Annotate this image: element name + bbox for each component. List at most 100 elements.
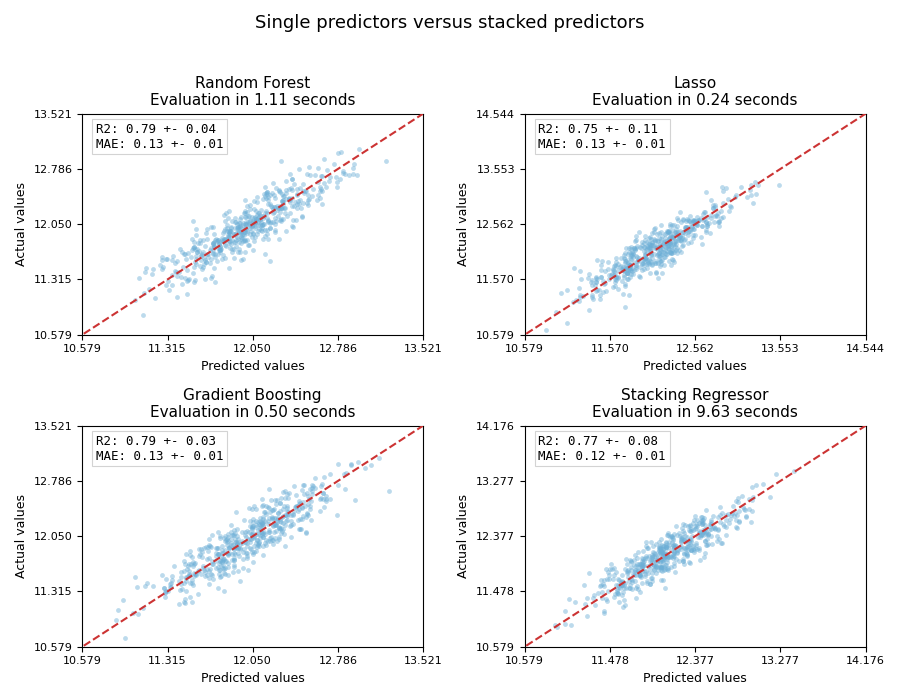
Point — [253, 529, 267, 540]
Point — [216, 235, 230, 246]
Point — [656, 575, 670, 586]
Point — [608, 260, 622, 271]
Point — [138, 580, 152, 592]
Point — [183, 570, 197, 581]
Point — [681, 216, 696, 227]
Point — [688, 524, 702, 535]
Point — [658, 550, 672, 561]
Point — [688, 521, 702, 532]
Point — [722, 205, 736, 216]
Point — [239, 540, 254, 552]
Point — [713, 517, 727, 528]
Point — [250, 220, 265, 231]
Point — [266, 178, 281, 189]
Point — [690, 215, 705, 226]
Point — [284, 173, 299, 184]
Point — [266, 189, 281, 200]
Point — [221, 227, 236, 238]
Point — [233, 217, 248, 228]
Point — [667, 239, 681, 250]
Point — [233, 222, 248, 233]
Point — [653, 544, 668, 555]
Point — [657, 564, 671, 575]
Point — [247, 532, 261, 543]
Point — [686, 540, 700, 552]
Point — [281, 506, 295, 517]
Point — [679, 215, 693, 226]
Point — [657, 561, 671, 572]
Point — [737, 503, 751, 514]
Point — [652, 256, 667, 267]
Point — [238, 223, 253, 235]
Point — [678, 548, 692, 559]
Point — [631, 565, 645, 576]
Point — [676, 525, 690, 536]
Point — [622, 575, 636, 587]
Point — [243, 521, 257, 532]
Point — [653, 534, 668, 545]
Point — [707, 211, 722, 222]
Point — [626, 568, 640, 579]
Point — [594, 264, 608, 275]
Point — [237, 226, 251, 237]
Point — [232, 237, 247, 248]
Point — [659, 551, 673, 562]
Point — [626, 251, 640, 262]
Point — [642, 232, 656, 244]
Point — [634, 560, 649, 571]
Point — [640, 244, 654, 255]
Point — [685, 220, 699, 232]
Point — [218, 545, 232, 556]
Point — [223, 242, 238, 253]
Point — [254, 517, 268, 528]
Point — [672, 527, 687, 538]
Point — [213, 531, 228, 542]
Point — [688, 542, 703, 554]
Point — [314, 171, 328, 182]
Point — [216, 249, 230, 260]
Point — [170, 255, 184, 266]
Point — [227, 561, 241, 573]
Point — [623, 272, 637, 283]
Point — [237, 230, 251, 241]
Point — [280, 211, 294, 222]
Point — [605, 268, 619, 279]
Point — [670, 220, 684, 232]
Point — [692, 544, 706, 555]
Point — [683, 223, 698, 235]
Point — [655, 549, 670, 560]
Point — [251, 225, 266, 237]
Point — [684, 545, 698, 556]
Point — [243, 542, 257, 554]
Point — [661, 225, 675, 237]
Point — [635, 258, 650, 269]
Point — [674, 234, 688, 246]
Point — [631, 253, 645, 264]
Point — [699, 533, 714, 544]
Point — [687, 215, 701, 226]
Point — [643, 563, 657, 574]
Point — [623, 260, 637, 271]
Point — [266, 201, 281, 212]
Point — [618, 599, 633, 610]
Point — [700, 539, 715, 550]
Point — [172, 575, 186, 586]
Point — [215, 253, 230, 265]
Point — [140, 578, 154, 589]
Point — [265, 202, 279, 213]
Point — [644, 245, 658, 256]
Point — [246, 528, 260, 539]
Point — [716, 181, 730, 193]
Point — [236, 554, 250, 565]
Point — [659, 228, 673, 239]
Point — [200, 233, 214, 244]
Point — [230, 222, 245, 233]
Point — [247, 216, 261, 228]
Point — [637, 253, 652, 264]
Point — [658, 232, 672, 244]
Point — [322, 468, 337, 480]
Point — [633, 271, 647, 282]
Point — [673, 234, 688, 246]
Point — [662, 551, 677, 562]
Point — [654, 236, 669, 247]
